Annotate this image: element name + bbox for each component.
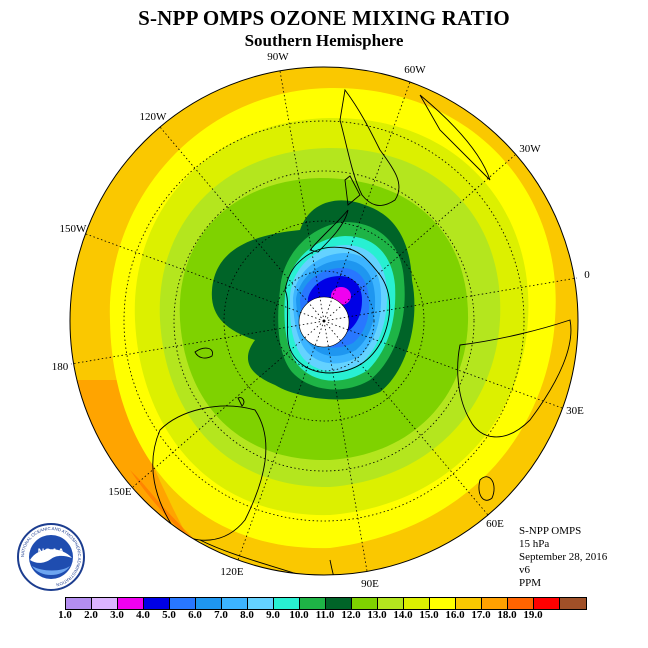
colorbar-swatch xyxy=(378,598,404,609)
colorbar-labels: 1.0 2.0 3.0 4.0 5.0 6.0 7.0 8.0 9.0 10.0 11.0 12.0 1… xyxy=(52,609,612,623)
colorbar-label: 4.0 xyxy=(136,609,150,621)
colorbar-swatch xyxy=(92,598,118,609)
colorbar-swatch xyxy=(430,598,456,609)
colorbar-swatch xyxy=(196,598,222,609)
lon-label-90e: 90E xyxy=(361,578,379,590)
lon-label-90w: 90W xyxy=(267,51,289,63)
map-boundary xyxy=(69,66,579,576)
graticule xyxy=(70,70,578,572)
colorbar-swatch xyxy=(300,598,326,609)
lon-label-150e: 150E xyxy=(108,486,132,498)
colorbar-label: 8.0 xyxy=(240,609,254,621)
colorbar-label: 1.0 xyxy=(58,609,72,621)
lon-label-60w: 60W xyxy=(404,64,426,76)
colorbar-label: 10.0 xyxy=(289,609,309,621)
colorbar-swatch xyxy=(144,598,170,609)
colorbar-swatch xyxy=(248,598,274,609)
info-instrument: S-NPP OMPS xyxy=(519,525,582,537)
info-date: September 28, 2016 xyxy=(519,551,608,563)
colorbar-label: 15.0 xyxy=(419,609,439,621)
colorbar-label: 16.0 xyxy=(445,609,465,621)
ozone-contour-fill xyxy=(70,67,578,575)
lon-label-150w: 150W xyxy=(60,223,88,235)
colorbar-label: 9.0 xyxy=(266,609,280,621)
colorbar-swatch xyxy=(404,598,430,609)
lon-label-30e: 30E xyxy=(566,405,584,417)
colorbar-label: 14.0 xyxy=(393,609,413,621)
colorbar xyxy=(65,597,587,610)
colorbar-swatch xyxy=(222,598,248,609)
colorbar-swatch xyxy=(118,598,144,609)
colorbar-label: 6.0 xyxy=(188,609,202,621)
colorbar-swatch xyxy=(274,598,300,609)
lon-label-0: 0 xyxy=(584,269,590,281)
colorbar-label: 11.0 xyxy=(315,609,335,621)
lon-label-60e: 60E xyxy=(486,518,504,530)
map-title: S-NPP OMPS OZONE MIXING RATIO xyxy=(138,6,510,30)
coastlines xyxy=(152,88,572,575)
lon-label-120e: 120E xyxy=(220,566,244,578)
svg-text:NOAA: NOAA xyxy=(38,547,65,557)
colorbar-label: 13.0 xyxy=(367,609,387,621)
colorbar-swatch xyxy=(352,598,378,609)
colorbar-label: 17.0 xyxy=(471,609,491,621)
colorbar-label: 19.0 xyxy=(523,609,543,621)
colorbar-swatch xyxy=(534,598,560,609)
colorbar-swatch xyxy=(482,598,508,609)
colorbar-swatch xyxy=(170,598,196,609)
colorbar-label: 2.0 xyxy=(84,609,98,621)
lon-label-120w: 120W xyxy=(140,111,168,123)
colorbar-label: 18.0 xyxy=(497,609,517,621)
colorbar-label: 5.0 xyxy=(162,609,176,621)
colorbar-label: 7.0 xyxy=(214,609,228,621)
colorbar-swatch xyxy=(508,598,534,609)
colorbar-label: 3.0 xyxy=(110,609,124,621)
info-units: PPM xyxy=(519,577,542,589)
info-block: S-NPP OMPS 15 hPa September 28, 2016 v6 … xyxy=(519,525,607,590)
colorbar-swatch xyxy=(456,598,482,609)
colorbar-swatch xyxy=(66,598,92,609)
colorbar-swatch xyxy=(560,598,586,609)
info-version: v6 xyxy=(519,564,530,576)
colorbar-swatch xyxy=(326,598,352,609)
info-level: 15 hPa xyxy=(519,538,550,550)
noaa-logo: NATIONAL OCEANIC AND ATMOSPHERIC ADMINIS… xyxy=(17,523,85,591)
map-subtitle: Southern Hemisphere xyxy=(244,31,404,50)
lon-label-30w: 30W xyxy=(519,143,541,155)
lon-label-180: 180 xyxy=(52,361,69,373)
colorbar-label: 12.0 xyxy=(341,609,361,621)
